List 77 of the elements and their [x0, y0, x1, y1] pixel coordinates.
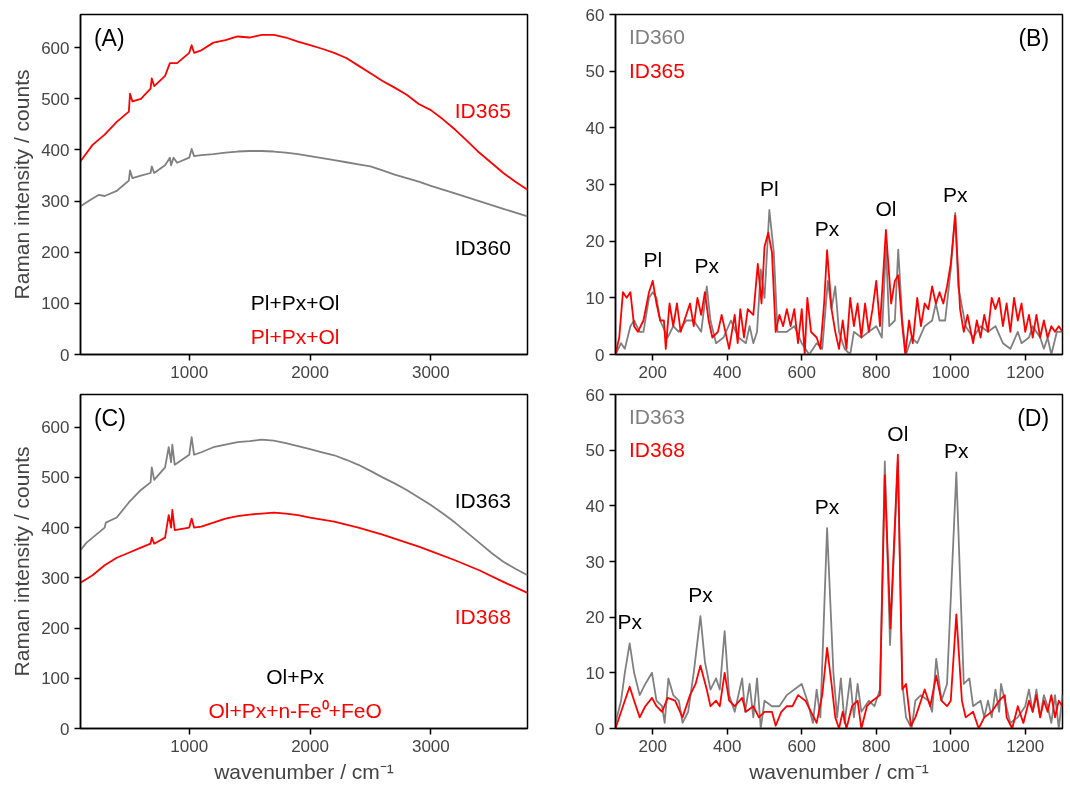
x-axis-title: wavenumber / cm⁻¹	[748, 759, 929, 783]
y-tick-label: 10	[585, 663, 605, 683]
text: ID360	[628, 24, 685, 48]
text: ID363	[628, 404, 685, 428]
x-tick-label: 1000	[931, 736, 970, 756]
y-tick-label: 30	[585, 552, 605, 572]
y-tick-label: 400	[41, 140, 70, 160]
annotation: (D)	[1017, 404, 1050, 431]
y-tick-label: 0	[595, 345, 605, 365]
x-tick-label: 400	[713, 736, 742, 756]
x-tick-label: 800	[862, 736, 891, 756]
x-tick-label: 3000	[411, 362, 450, 382]
y-axis-title: Raman intensity / counts	[10, 69, 34, 300]
y-tick-label: 0	[60, 345, 70, 365]
x-tick-label: 600	[787, 362, 816, 382]
series-label: ID363	[454, 489, 511, 513]
annotation: Ol	[887, 421, 909, 445]
annotation: Px	[617, 610, 643, 634]
y-tick-label: 400	[41, 518, 70, 538]
annotation: Pl	[643, 247, 663, 271]
y-tick-label: 600	[41, 38, 70, 58]
y-tick-label: 200	[41, 619, 70, 639]
y-tick-label: 50	[585, 62, 605, 82]
y-tick-label: 20	[585, 232, 605, 252]
x-tick-label: 400	[713, 362, 742, 382]
y-tick-label: 60	[585, 385, 605, 405]
annotation: Ol+Px	[266, 665, 325, 689]
y-tick-label: 30	[585, 175, 605, 195]
y-tick-label: 10	[585, 288, 605, 308]
annotation: Pl	[760, 177, 779, 200]
y-tick-label: 60	[585, 5, 605, 25]
x-tick-label: 1000	[170, 362, 209, 382]
x-tick-label: 200	[638, 736, 667, 756]
annotation: Px	[814, 495, 840, 519]
y-tick-label: 0	[60, 719, 70, 739]
annotation: Px	[688, 583, 714, 607]
annotation: (B)	[1018, 24, 1050, 51]
y-tick-label: 50	[585, 441, 605, 461]
y-tick-label: 500	[41, 89, 70, 109]
annotation: Px	[694, 253, 720, 277]
y-tick-label: 600	[41, 418, 70, 438]
annotation: Pl+Px+Ol	[250, 324, 340, 348]
y-tick-label: 200	[41, 243, 70, 263]
annotation: (A)	[93, 24, 125, 51]
annotation: Ol	[875, 196, 897, 220]
x-tick-label: 1200	[1006, 736, 1045, 756]
x-tick-label: 1000	[170, 736, 209, 756]
x-tick-label: 1200	[1006, 362, 1045, 382]
series-label: ID360	[454, 236, 511, 260]
x-axis-title: wavenumber / cm⁻¹	[213, 759, 394, 783]
x-tick-label: 1000	[931, 362, 970, 382]
y-tick-label: 20	[585, 608, 605, 628]
y-tick-label: 300	[41, 568, 70, 588]
x-tick-label: 3000	[411, 736, 450, 756]
y-axis-title: Raman intensity / counts	[10, 446, 34, 677]
series-label: ID368	[454, 605, 511, 629]
y-tick-label: 40	[585, 118, 605, 138]
annotation: Ol+Px+n-Fe⁰+FeO	[208, 698, 382, 722]
annotation: Px	[814, 217, 840, 241]
annotation: Px	[942, 182, 968, 206]
y-tick-label: 100	[41, 669, 70, 689]
y-tick-label: 0	[595, 719, 605, 739]
y-tick-label: 300	[41, 192, 70, 212]
x-tick-label: 2000	[291, 736, 329, 756]
y-tick-label: 100	[41, 294, 70, 314]
annotation: Pl+Px+Ol	[250, 290, 340, 314]
y-tick-label: 40	[585, 496, 605, 516]
annotation: (C)	[93, 404, 126, 431]
x-tick-label: 800	[862, 362, 891, 382]
x-tick-label: 200	[638, 362, 667, 382]
y-tick-label: 500	[41, 468, 70, 488]
text: ID365	[628, 58, 685, 82]
annotation: Px	[944, 439, 970, 463]
x-tick-label: 2000	[291, 362, 329, 382]
series-label: ID365	[454, 98, 511, 122]
text: ID368	[628, 437, 685, 461]
x-tick-label: 600	[787, 736, 816, 756]
